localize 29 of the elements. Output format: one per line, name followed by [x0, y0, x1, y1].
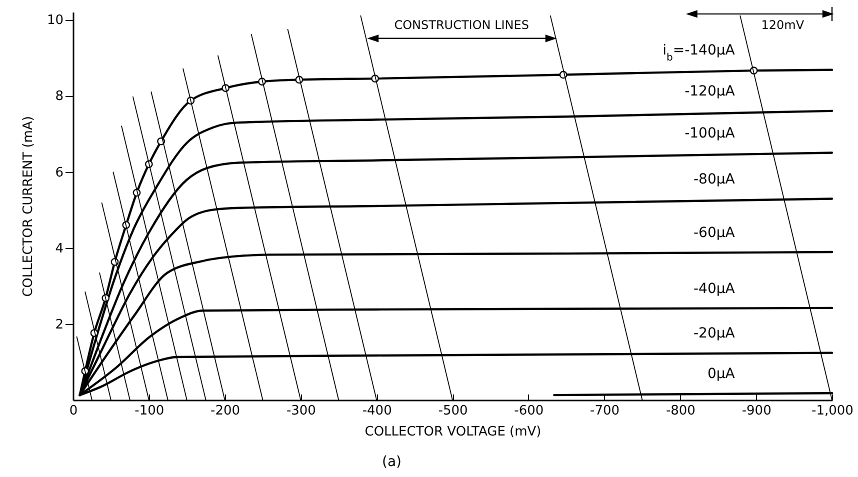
- y-tick-label: 2: [55, 317, 64, 332]
- x-axis-title: COLLECTOR VOLTAGE (mV): [364, 424, 542, 440]
- y-tick-label: 8: [55, 89, 64, 104]
- y-tick-label: 6: [55, 165, 64, 180]
- x-tick-label: -400: [362, 404, 392, 418]
- y-tick-label: 10: [46, 13, 64, 28]
- annotation: CONSTRUCTION LINES: [394, 18, 529, 32]
- x-tick-label: 0: [69, 404, 78, 418]
- series-label: -120μA: [684, 84, 736, 100]
- x-tick-label: -300: [286, 404, 316, 418]
- y-axis-title: COLLECTOR CURRENT (mA): [20, 116, 36, 297]
- y-tick-label: 4: [55, 241, 64, 256]
- x-tick-label: -1,000: [812, 404, 854, 418]
- annotation: 120mV: [761, 18, 805, 32]
- series-label: i$_{b}$=-140μA: [662, 42, 736, 64]
- series-label: -60μA: [693, 224, 736, 241]
- x-tick-label: -100: [134, 404, 164, 418]
- series-label: -20μA: [693, 326, 736, 342]
- text: (a): [382, 454, 402, 470]
- x-tick-label: -200: [210, 404, 240, 418]
- series-label: -40μA: [693, 280, 736, 297]
- x-tick-label: -600: [514, 404, 544, 418]
- x-tick-label: -900: [742, 404, 772, 418]
- series-label: -80μA: [693, 172, 736, 188]
- x-tick-label: -500: [438, 404, 468, 418]
- x-tick-label: -700: [590, 404, 620, 418]
- series-label: -100μA: [684, 126, 736, 142]
- x-tick-label: -800: [666, 404, 696, 418]
- series-label: 0μA: [707, 366, 736, 382]
